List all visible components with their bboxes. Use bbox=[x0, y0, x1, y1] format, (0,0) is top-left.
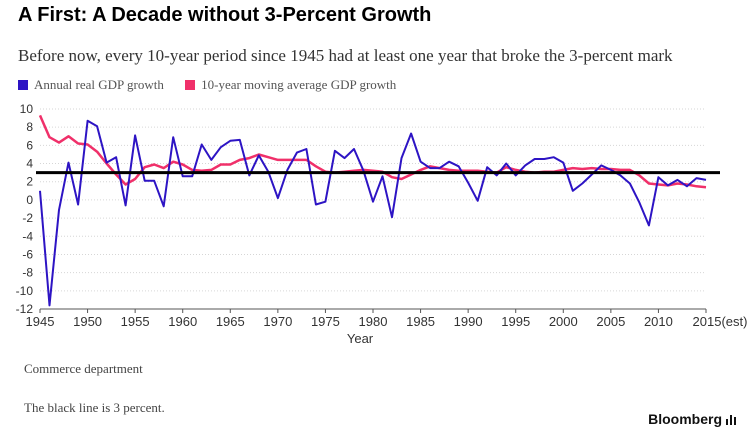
x-tick-label: 1990 bbox=[454, 314, 483, 329]
x-tick-label: 1950 bbox=[73, 314, 102, 329]
x-tick-label: 2000 bbox=[549, 314, 578, 329]
y-tick-label: 2 bbox=[26, 175, 33, 189]
brand-name: Bloomberg bbox=[648, 411, 722, 427]
x-tick-label: 1985 bbox=[406, 314, 435, 329]
legend: Annual real GDP growth 10-year moving av… bbox=[18, 77, 414, 94]
legend-label-moving-average: 10-year moving average GDP growth bbox=[201, 77, 397, 92]
x-tick-label: 1955 bbox=[121, 314, 150, 329]
x-tick-label: 1975 bbox=[311, 314, 340, 329]
y-tick-label: -6 bbox=[22, 247, 33, 261]
x-tick-label: 1965 bbox=[216, 314, 245, 329]
legend-item-annual: Annual real GDP growth bbox=[18, 77, 164, 93]
legend-item-moving-average: 10-year moving average GDP growth bbox=[185, 77, 396, 93]
series-line-annual bbox=[39, 119, 707, 307]
x-tick-label: 1970 bbox=[263, 314, 292, 329]
x-tick-label: 1980 bbox=[359, 314, 388, 329]
x-tick-label: 2015(est) bbox=[693, 314, 748, 329]
y-tick-label: -8 bbox=[22, 266, 33, 280]
source-text: Commerce department bbox=[24, 361, 143, 376]
note-text: The black line is 3 percent. bbox=[24, 400, 165, 415]
x-tick-label: 2010 bbox=[644, 314, 673, 329]
y-tick-label: -4 bbox=[22, 229, 33, 243]
y-tick-label: -10 bbox=[16, 284, 34, 298]
y-tick-label: 8 bbox=[26, 120, 33, 134]
x-tick-label: 1995 bbox=[501, 314, 530, 329]
legend-label-annual: Annual real GDP growth bbox=[34, 77, 164, 92]
bar-chart-icon bbox=[726, 415, 736, 425]
legend-swatch-annual bbox=[18, 80, 28, 90]
y-tick-label: -12 bbox=[16, 302, 34, 316]
y-tick-label: -2 bbox=[22, 211, 33, 225]
y-tick-label: 0 bbox=[26, 193, 33, 207]
y-tick-label: 4 bbox=[26, 157, 33, 171]
series-line-moving-average bbox=[38, 114, 707, 189]
brand-logo: Bloomberg bbox=[648, 411, 736, 427]
x-axis-label: Year bbox=[347, 331, 374, 346]
y-tick-label: 10 bbox=[20, 102, 34, 116]
chart-title: A First: A Decade without 3-Percent Grow… bbox=[18, 4, 432, 26]
y-tick-label: 6 bbox=[26, 138, 33, 152]
legend-swatch-moving-average bbox=[185, 80, 196, 90]
x-tick-label: 1945 bbox=[26, 314, 55, 329]
chart-subtitle: Before now, every 10-year period since 1… bbox=[18, 46, 673, 65]
x-tick-label: 1960 bbox=[168, 314, 197, 329]
x-tick-label: 2005 bbox=[596, 314, 625, 329]
